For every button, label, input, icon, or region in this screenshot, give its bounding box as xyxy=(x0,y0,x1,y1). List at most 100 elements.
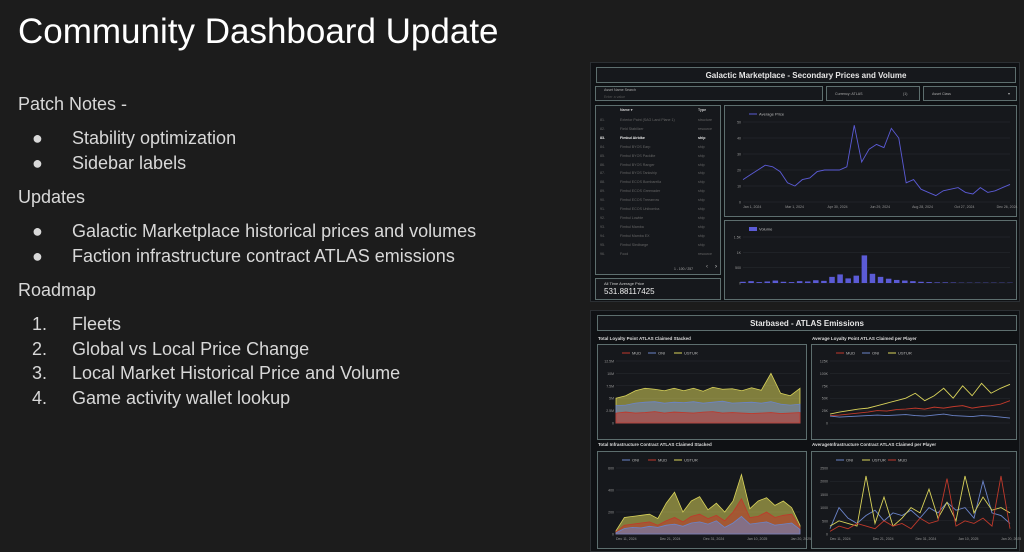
table-row[interactable]: 95. Fimbul Sledbarge ship xyxy=(600,243,716,252)
volume-bar xyxy=(902,280,908,283)
chart-title: Total Loyalty Point ATLAS Claimed Stacke… xyxy=(598,336,691,341)
list-item-text: Stability optimization xyxy=(72,128,237,148)
row-index: 87. xyxy=(600,171,605,176)
volume-bar xyxy=(764,281,771,283)
volume-bar xyxy=(869,273,876,283)
row-name: Fimbul ECOS Treearrow xyxy=(620,198,660,203)
row-type: ship xyxy=(698,189,705,194)
row-type: ship xyxy=(698,224,705,229)
row-name: Fimbul Lowbie xyxy=(620,215,644,220)
y-tick-label: 12.5M xyxy=(604,360,614,364)
marketplace-title: Galactic Marketplace - Secondary Prices … xyxy=(596,67,1016,83)
emissions-dashboard: Starbased - ATLAS Emissions Total Loyalt… xyxy=(590,310,1021,552)
list-item-text: Sidebar labels xyxy=(72,152,187,173)
x-tick-label: Dec 11, 2024 xyxy=(830,537,851,541)
currency-count: (1) xyxy=(903,92,908,96)
y-tick-label: 50 xyxy=(737,121,741,125)
table-row[interactable]: 81. Exterior Paint (SAG Land Plane 1) stru… xyxy=(600,118,716,127)
legend-label: USTUR xyxy=(684,351,698,356)
loyalty-avg-chart: MUD ONI USTUR 0 25K 50K 75K 100K 125K xyxy=(811,344,1017,440)
list-item-text: Local Market Historical Price and Volume xyxy=(72,363,401,383)
y-tick-label: 2500 xyxy=(820,467,828,471)
legend-label: MUD xyxy=(632,351,641,356)
y-tick-label: 10M xyxy=(607,372,614,376)
table-row[interactable]: 94. Fimbul Mamba EX ship xyxy=(600,234,716,243)
asset-class-select[interactable]: Asset Class ▾ xyxy=(923,86,1017,101)
table-row[interactable]: 92. Fimbul Lowbie ship xyxy=(600,216,716,225)
volume-bar xyxy=(772,280,779,283)
x-tick-label: Dec 31, 2024 xyxy=(916,537,937,541)
series-line-ustur xyxy=(829,382,1011,415)
y-tick-label: 1000 xyxy=(820,506,828,510)
x-tick-label: Aug 28, 2024 xyxy=(912,205,933,209)
pagination-text: 1 - 100 / 257 xyxy=(674,267,694,271)
row-type: ship xyxy=(698,135,706,140)
row-name: Fimbul Mamba EX xyxy=(620,233,650,238)
table-row[interactable]: 83. Fimbul Airbike ship xyxy=(600,136,716,145)
x-tick-label: Oct 27, 2024 xyxy=(954,205,974,209)
table-row[interactable]: 84. Fimbul BYOS Earp ship xyxy=(600,145,716,154)
legend-label: ONI xyxy=(658,351,665,356)
table-row[interactable]: 85. Fimbul BYOS Packlite ship xyxy=(600,154,716,163)
search-placeholder: Enter a value xyxy=(604,95,626,99)
table-row[interactable]: 93. Fimbul Mamba ship xyxy=(600,225,716,234)
avg-price-label: All Time Average Price xyxy=(604,281,645,286)
volume-bar xyxy=(885,278,892,283)
y-tick-label: 50K xyxy=(822,397,829,401)
table-row[interactable]: 87. Fimbul BYOS Tankship ship xyxy=(600,171,716,180)
slide-notes: Patch Notes - ● Stability optimization ● Sid… xyxy=(18,92,476,420)
x-tick-label: Dec 21, 2024 xyxy=(873,537,894,541)
x-tick-label: Dec 26, 2024 xyxy=(997,205,1018,209)
table-header: Name ▾ Type xyxy=(600,108,716,117)
y-tick-label: 40 xyxy=(737,137,741,141)
legend-label: MUD xyxy=(898,458,907,463)
table-row[interactable]: 96. Food resource xyxy=(600,252,716,261)
emissions-title: Starbased - ATLAS Emissions xyxy=(597,315,1017,331)
y-tick-label: 25K xyxy=(822,409,829,413)
chart-title: Average Loyalty Point ATLAS Claimed per … xyxy=(812,336,917,341)
list-item: 1. Fleets xyxy=(18,312,476,337)
row-type: ship xyxy=(698,180,705,185)
asset-search-input[interactable]: Asset Name Search Enter a value xyxy=(595,86,823,101)
row-type: ship xyxy=(698,144,705,149)
search-label: Asset Name Search xyxy=(604,88,636,92)
bullet-icon: ● xyxy=(32,221,43,241)
table-row[interactable]: 86. Fimbul BYOS Ranger ship xyxy=(600,163,716,172)
bullet-icon: ● xyxy=(32,152,43,173)
y-tick-label: 10 xyxy=(737,185,741,189)
legend-label: USTUR xyxy=(684,458,698,463)
bullet-icon: ● xyxy=(32,128,43,148)
chevron-down-icon: ▾ xyxy=(1008,91,1011,96)
currency-select[interactable]: Currency: ATLAS (1) xyxy=(826,86,920,101)
next-page-button[interactable]: › xyxy=(715,264,717,270)
y-tick-label: 500 xyxy=(822,519,828,523)
y-tick-label: 2.5M xyxy=(606,409,614,413)
avg-price-value: 531.88117425 xyxy=(604,287,655,296)
row-index: 95. xyxy=(600,242,605,247)
y-tick-label: 0 xyxy=(739,282,741,286)
legend-label: ONI xyxy=(846,458,853,463)
row-name: Fimbul Sledbarge xyxy=(620,242,649,247)
list-item-text: Faction infrastructure contract ATLAS em… xyxy=(72,245,455,266)
type-column-header[interactable]: Type xyxy=(698,108,707,112)
x-tick-label: Dec 21, 2024 xyxy=(660,537,681,541)
row-type: resource xyxy=(698,251,712,256)
row-name: Field Stabilizer xyxy=(620,126,644,131)
table-row[interactable]: 91. Fimbul ECOS Unibomba ship xyxy=(600,207,716,216)
series-line-mud xyxy=(829,400,1011,417)
row-type: structure xyxy=(698,118,712,122)
row-name: Fimbul ECOS Bombarella xyxy=(620,180,662,185)
table-row[interactable]: 82. Field Stabilizer resource xyxy=(600,127,716,136)
name-column-header[interactable]: Name ▾ xyxy=(620,108,633,112)
table-row[interactable]: 88. Fimbul ECOS Bombarella ship xyxy=(600,180,716,189)
row-index: 92. xyxy=(600,215,605,220)
row-name: Fimbul BYOS Tankship xyxy=(620,171,657,176)
list-number: 3. xyxy=(32,363,48,383)
currency-value: Currency: ATLAS xyxy=(835,92,863,96)
y-tick-label: 30 xyxy=(737,153,741,157)
table-row[interactable]: 90. Fimbul ECOS Treearrow ship xyxy=(600,198,716,207)
table-row[interactable]: 89. Fimbul ECOS Greenader ship xyxy=(600,189,716,198)
row-type: ship xyxy=(698,215,705,220)
volume-bar xyxy=(804,281,811,283)
prev-page-button[interactable]: ‹ xyxy=(706,264,708,270)
